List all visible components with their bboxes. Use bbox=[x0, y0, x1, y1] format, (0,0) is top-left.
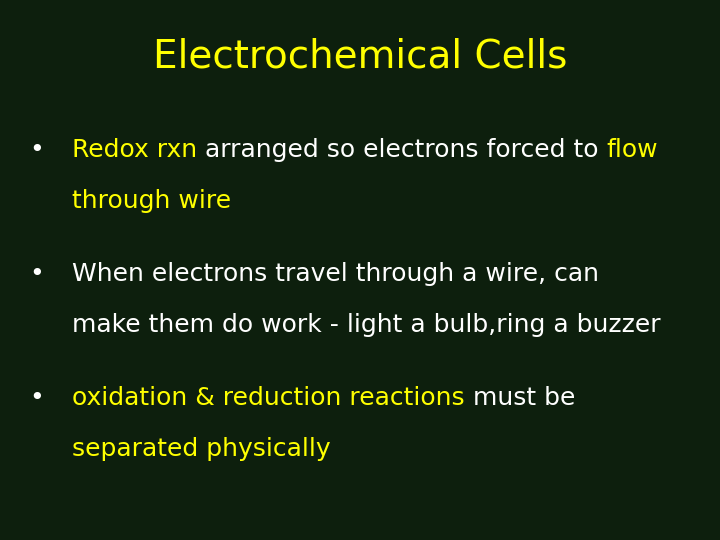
Text: arranged so electrons forced to: arranged so electrons forced to bbox=[197, 138, 607, 161]
Text: oxidation & reduction reactions: oxidation & reduction reactions bbox=[72, 386, 464, 410]
Text: •: • bbox=[29, 138, 43, 161]
Text: make them do work - light a bulb,ring a buzzer: make them do work - light a bulb,ring a … bbox=[72, 313, 661, 337]
Text: •: • bbox=[29, 262, 43, 286]
Text: Redox rxn: Redox rxn bbox=[72, 138, 197, 161]
Text: When electrons travel through a wire, can: When electrons travel through a wire, ca… bbox=[72, 262, 599, 286]
Text: through wire: through wire bbox=[72, 189, 231, 213]
Text: must be: must be bbox=[464, 386, 575, 410]
Text: Electrochemical Cells: Electrochemical Cells bbox=[153, 38, 567, 76]
Text: •: • bbox=[29, 386, 43, 410]
Text: separated physically: separated physically bbox=[72, 437, 330, 461]
Text: flow: flow bbox=[607, 138, 658, 161]
